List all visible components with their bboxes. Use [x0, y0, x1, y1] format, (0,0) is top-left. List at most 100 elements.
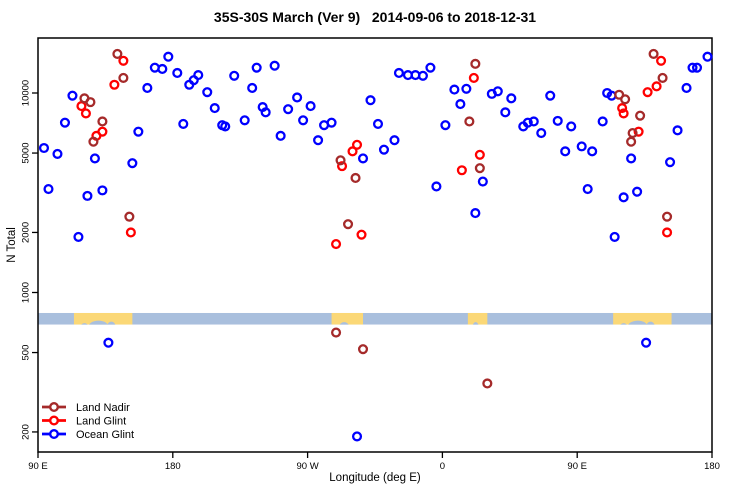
- legend-label-land-nadir: Land Nadir: [76, 402, 130, 414]
- data-point-ocean-glint: [665, 157, 676, 168]
- data-point-ocean-glint: [89, 153, 100, 164]
- legend-marker-circle: [49, 402, 60, 413]
- land-patch: [467, 312, 488, 325]
- data-point-ocean-glint: [73, 231, 84, 242]
- data-point-ocean-glint: [292, 92, 303, 103]
- data-point-land-nadir: [88, 136, 99, 147]
- data-point-land-nadir: [620, 94, 631, 105]
- data-point-land-glint: [642, 87, 653, 98]
- land-patch: [331, 312, 364, 325]
- land-patch: [73, 312, 133, 325]
- data-point-land-nadir: [464, 116, 475, 127]
- data-point-ocean-glint: [582, 184, 593, 195]
- y-tick-label: 2000: [21, 222, 32, 243]
- data-point-ocean-glint: [500, 107, 511, 118]
- legend-markers: [42, 402, 66, 440]
- data-point-ocean-glint: [283, 104, 294, 115]
- data-point-land-nadir: [124, 211, 135, 222]
- legend-label-ocean-glint: Ocean Glint: [76, 429, 134, 441]
- data-point-ocean-glint: [552, 115, 563, 126]
- data-point-ocean-glint: [305, 101, 316, 112]
- x-tick-label: 180: [704, 461, 720, 472]
- data-point-ocean-glint: [251, 62, 262, 73]
- legend-label-land-glint: Land Glint: [76, 415, 126, 427]
- data-point-land-glint: [351, 139, 363, 150]
- data-point-land-glint: [656, 55, 667, 66]
- data-point-ocean-glint: [202, 87, 213, 98]
- data-point-land-glint: [80, 108, 91, 119]
- data-point-ocean-glint: [389, 135, 400, 146]
- data-point-ocean-glint: [587, 146, 598, 157]
- data-point-ocean-glint: [43, 184, 54, 195]
- data-point-land-nadir: [657, 72, 668, 83]
- data-point-land-glint: [456, 165, 467, 176]
- coastline-notch: [472, 322, 479, 325]
- data-point-land-nadir: [335, 155, 346, 166]
- data-point-land-nadir: [112, 48, 123, 59]
- data-point-ocean-glint: [133, 126, 144, 137]
- data-point-ocean-glint: [440, 120, 451, 131]
- legend: Land Nadir Land Glint Ocean Glint: [42, 402, 134, 441]
- data-points: [38, 48, 713, 442]
- coastline-notch: [620, 323, 627, 325]
- data-point-ocean-glint: [576, 141, 587, 152]
- data-point-ocean-glint: [702, 51, 713, 62]
- data-point-ocean-glint: [545, 90, 556, 101]
- x-axis-label: Longitude (deg E): [329, 472, 421, 484]
- data-point-ocean-glint: [275, 130, 286, 141]
- data-point-ocean-glint: [417, 70, 428, 81]
- data-point-land-nadir: [474, 163, 485, 174]
- data-point-ocean-glint: [220, 121, 231, 132]
- data-point-ocean-glint: [618, 192, 629, 203]
- data-point-ocean-glint: [597, 116, 608, 127]
- data-point-ocean-glint: [103, 337, 114, 348]
- coastline-notch: [339, 322, 349, 325]
- data-point-land-glint: [336, 161, 348, 172]
- data-point-land-glint: [633, 126, 644, 137]
- ocean-band: [38, 312, 712, 325]
- data-point-land-glint: [109, 79, 120, 90]
- y-tick-label: 200: [21, 424, 32, 440]
- data-point-ocean-glint: [566, 121, 577, 132]
- data-point-ocean-glint: [632, 186, 643, 197]
- data-point-ocean-glint: [260, 107, 271, 118]
- data-point-land-glint: [468, 72, 479, 83]
- data-point-ocean-glint: [269, 60, 280, 71]
- y-tick-label: 500: [21, 345, 32, 361]
- data-point-land-nadir: [350, 172, 361, 184]
- data-point-ocean-glint: [425, 62, 436, 73]
- data-point-ocean-glint: [229, 70, 240, 81]
- plot-frame: [37, 37, 713, 453]
- data-point-ocean-glint: [38, 142, 50, 154]
- y-axis-ticks: 200 500 1000 2000 5000 10000: [21, 80, 38, 440]
- data-point-land-nadir: [357, 344, 369, 355]
- data-point-land-glint: [662, 227, 673, 238]
- data-point-ocean-glint: [372, 118, 384, 129]
- y-tick-label: 10000: [21, 80, 32, 106]
- data-point-ocean-glint: [641, 337, 652, 348]
- x-tick-label: 90 W: [297, 461, 319, 472]
- data-point-ocean-glint: [172, 67, 183, 79]
- data-point-ocean-glint: [365, 95, 376, 106]
- data-point-land-glint: [617, 103, 628, 114]
- data-point-ocean-glint: [127, 158, 138, 169]
- data-point-land-nadir: [85, 97, 96, 108]
- data-point-ocean-glint: [298, 115, 309, 126]
- coastline-notch: [646, 321, 655, 325]
- data-point-ocean-glint: [157, 63, 168, 74]
- data-point-land-glint: [474, 149, 485, 160]
- data-point-ocean-glint: [52, 148, 63, 159]
- coastline-notch: [107, 321, 116, 325]
- x-tick-label: 90 E: [28, 461, 48, 472]
- data-point-land-glint: [618, 108, 629, 119]
- data-point-ocean-glint: [672, 125, 683, 136]
- data-point-ocean-glint: [351, 431, 363, 442]
- data-point-ocean-glint: [470, 208, 481, 219]
- plot-border: [37, 37, 713, 453]
- data-point-land-nadir: [331, 327, 342, 338]
- x-axis-ticks: 90 E 180 90 W 0 90 E 180: [28, 452, 720, 472]
- data-point-ocean-glint: [178, 118, 189, 129]
- data-point-ocean-glint: [163, 51, 174, 62]
